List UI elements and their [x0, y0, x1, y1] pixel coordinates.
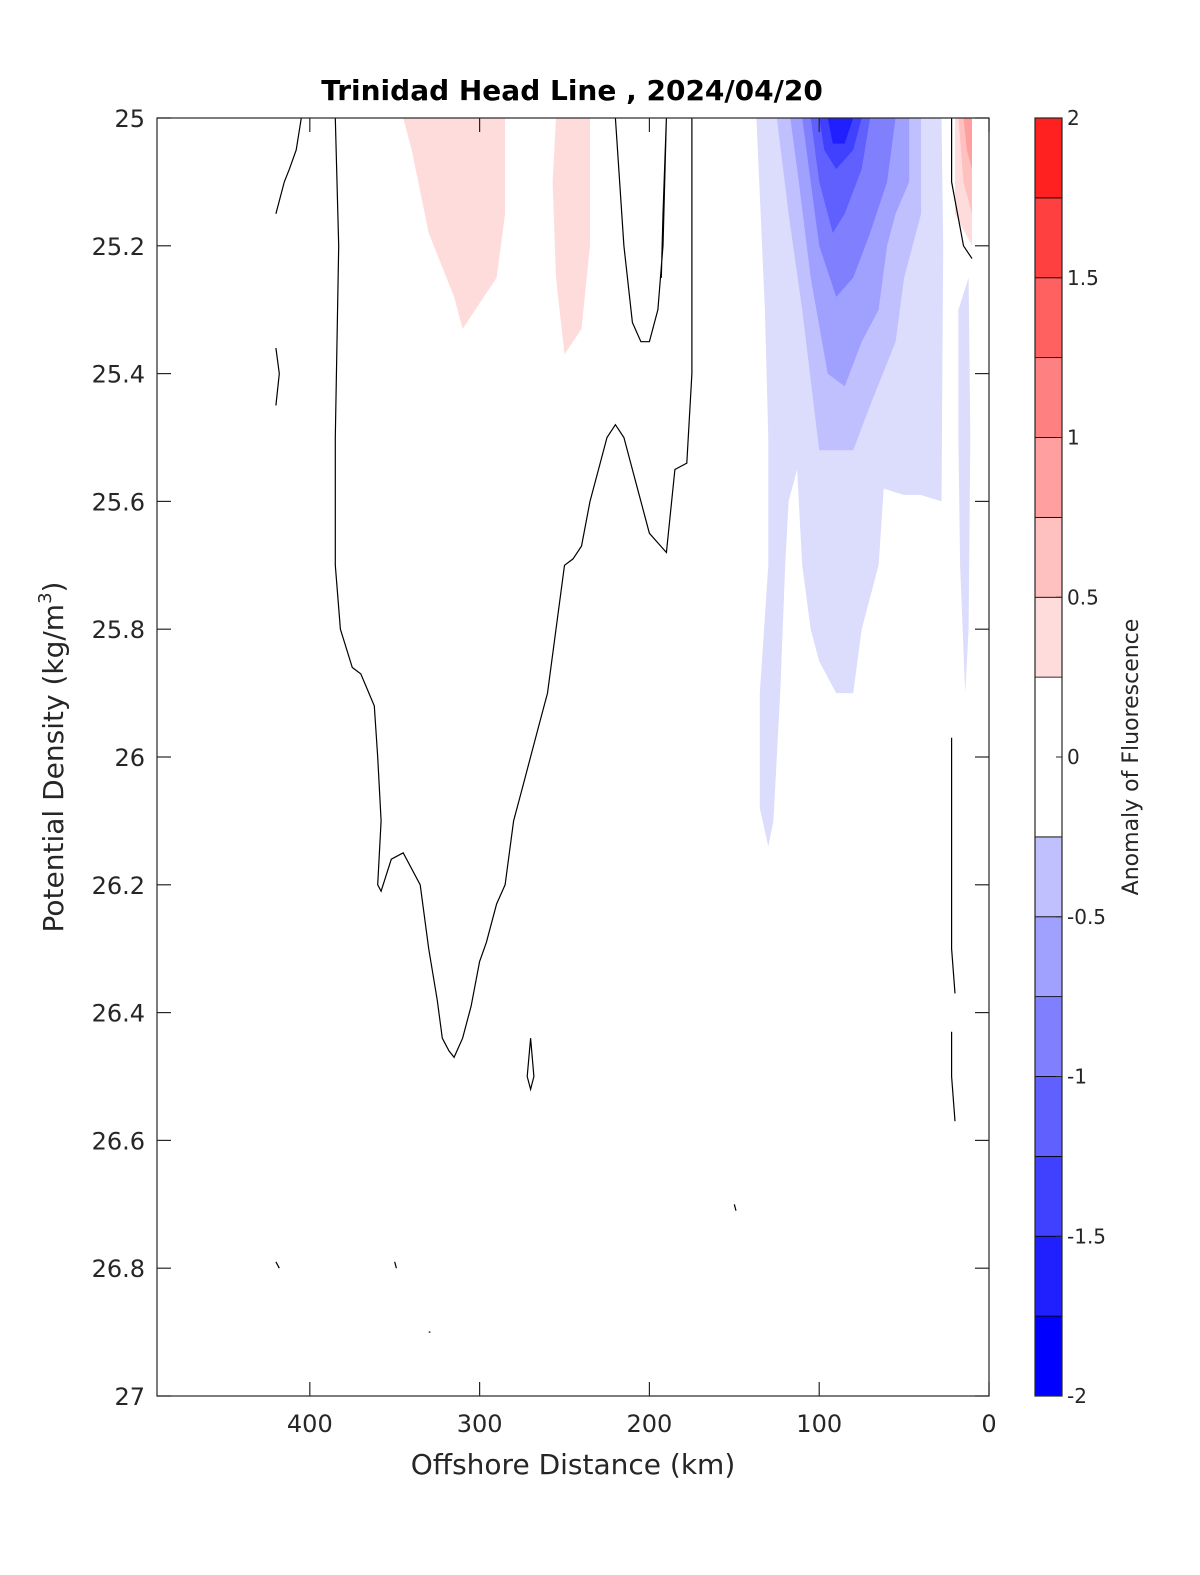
contour-line-8 [733, 1204, 737, 1211]
colorbar-tick-label-6: 1 [1067, 426, 1080, 450]
colorbar-swatch-8 [1034, 596, 1063, 678]
colorbar: -2 -1.5 -1 -0.5 0 0.5 1 1.5 2 [1034, 106, 1106, 1408]
colorbar-swatch-3 [1034, 1076, 1063, 1157]
colorbar-swatch-0 [1034, 1315, 1063, 1397]
colorbar-swatch-10 [1034, 437, 1063, 518]
plot-area: 400 300 200 100 0 25 25.2 25.4 25.6 25.8 26 26.2 26… [92, 105, 997, 1438]
y-tick-label-2: 25.4 [92, 361, 145, 389]
contour-fill-6 [958, 277, 971, 694]
colorbar-tick-label-2: -1 [1067, 1065, 1087, 1089]
colorbar-tick-label-7: 1.5 [1067, 266, 1099, 290]
contour-line-2 [334, 118, 693, 1059]
contour-lines [275, 118, 973, 1333]
y-tick-label-0: 25 [114, 105, 145, 133]
x-tick-label-1: 300 [457, 1410, 503, 1438]
colorbar-swatch-6 [1034, 836, 1063, 918]
colorbar-swatch-13 [1034, 197, 1063, 279]
contour-fill-12 [827, 118, 854, 144]
x-axis: 400 300 200 100 0 [287, 118, 997, 1438]
colorbar-tick-label-0: -2 [1067, 1384, 1087, 1408]
colorbar-swatch-9 [1034, 516, 1063, 598]
contour-line-7 [526, 1038, 535, 1092]
y-axis-label-close: ) [37, 582, 70, 593]
colorbar-swatch-11 [1034, 357, 1063, 438]
y-tick-label-5: 26 [114, 744, 145, 772]
y-tick-label-4: 25.8 [92, 616, 145, 644]
y-tick-label-9: 26.8 [92, 1255, 145, 1283]
contour-line-1 [275, 347, 280, 406]
x-tick-label-0: 400 [287, 1410, 333, 1438]
x-tick-label-4: 0 [981, 1410, 996, 1438]
x-axis-label: Offshore Distance (km) [411, 1448, 736, 1481]
contour-line-0 [275, 118, 302, 214]
contour-line-3 [614, 118, 667, 343]
colorbar-tick-label-8: 2 [1067, 106, 1080, 130]
colorbar-swatch-5 [1034, 916, 1063, 998]
contour-line-6 [950, 1031, 956, 1122]
contour-fill-1 [552, 118, 590, 355]
y-tick-label-6: 26.2 [92, 872, 145, 900]
colorbar-swatch-4 [1034, 996, 1063, 1077]
y-tick-label-10: 27 [114, 1383, 145, 1411]
y-axis-label-sup: 3 [35, 592, 56, 603]
colorbar-label: Anomaly of Fluorescence [1119, 619, 1144, 896]
chart-title: Trinidad Head Line , 2024/04/20 [321, 74, 823, 107]
contour-line-10 [394, 1261, 397, 1269]
x-tick-label-3: 100 [796, 1410, 842, 1438]
y-axis-label-main: Potential Density (kg/m [37, 604, 70, 933]
contour-fills [403, 118, 972, 847]
y-tick-label-8: 26.6 [92, 1127, 145, 1155]
colorbar-swatch-12 [1034, 277, 1063, 359]
colorbar-tick-label-5: 0.5 [1067, 585, 1099, 609]
contour-fill-4 [963, 118, 972, 170]
colorbar-swatch-2 [1034, 1155, 1063, 1237]
y-axis-label: Potential Density (kg/m3) [35, 582, 70, 933]
y-axis: 25 25.2 25.4 25.6 25.8 26 26.2 26.4 26.6 26.8 27 [92, 105, 989, 1411]
y-tick-label-1: 25.2 [92, 233, 145, 261]
contour-line-4 [950, 118, 973, 259]
colorbar-tick-label-3: -0.5 [1067, 905, 1106, 929]
colorbar-swatch-14 [1034, 117, 1063, 199]
colorbar-swatch-1 [1034, 1235, 1063, 1317]
colorbar-tick-label-4: 0 [1067, 745, 1080, 769]
contour-fill-0 [403, 118, 506, 329]
y-tick-label-3: 25.6 [92, 488, 145, 516]
y-tick-label-7: 26.4 [92, 1000, 145, 1028]
contour-line-5 [950, 737, 956, 994]
x-tick-label-2: 200 [627, 1410, 673, 1438]
colorbar-tick-label-1: -1.5 [1067, 1224, 1106, 1248]
contour-line-9 [275, 1261, 280, 1269]
